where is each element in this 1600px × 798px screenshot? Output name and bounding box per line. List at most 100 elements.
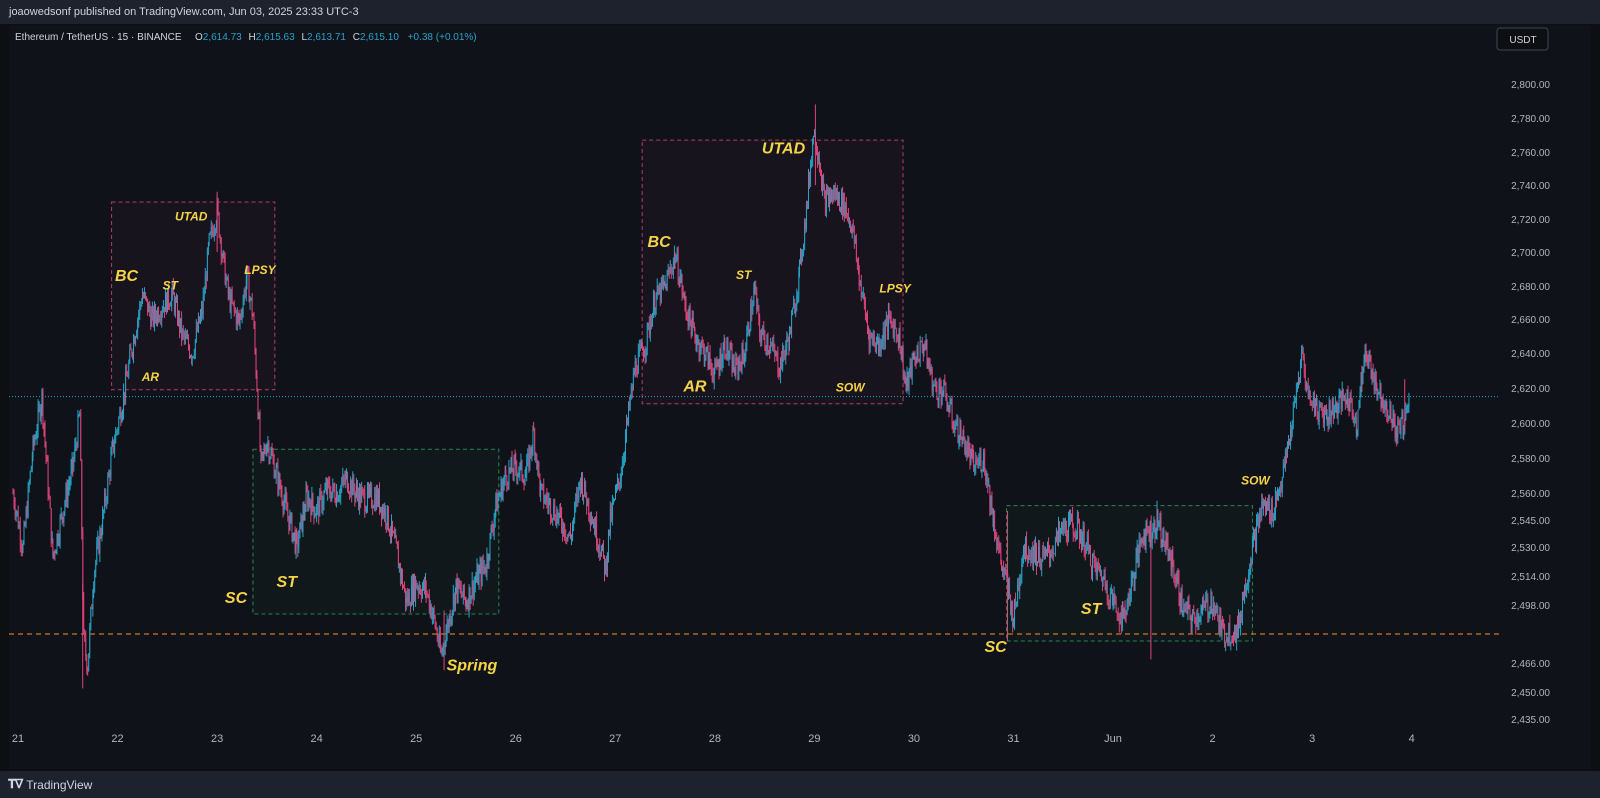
- candle-body: [446, 622, 448, 634]
- candle-body: [85, 638, 87, 656]
- candle-body: [874, 344, 876, 350]
- candle-body: [318, 500, 320, 517]
- candle-body: [136, 332, 138, 338]
- candle-body: [1058, 525, 1059, 538]
- tradingview-brand[interactable]: 𝐓∇ TradingView: [8, 777, 92, 792]
- candle-body: [849, 220, 850, 222]
- candle-body: [385, 523, 387, 526]
- candle-body: [228, 293, 230, 294]
- candle-body: [224, 256, 226, 285]
- candle-body: [1407, 406, 1409, 408]
- candle-body: [204, 276, 206, 294]
- candle-body: [138, 313, 140, 321]
- candle-body: [798, 269, 800, 295]
- candle-body: [1298, 380, 1299, 388]
- candle-body: [202, 295, 204, 315]
- candle-body: [182, 329, 184, 333]
- candle-body: [951, 402, 953, 423]
- candle-body: [424, 580, 425, 591]
- candle-body: [79, 413, 81, 416]
- candle-body: [411, 582, 412, 606]
- candle-body: [479, 564, 481, 571]
- candle-body: [957, 417, 959, 442]
- candle-body: [253, 315, 255, 327]
- candle-body: [685, 303, 687, 315]
- candle-body: [613, 499, 614, 504]
- candle-body: [1047, 545, 1048, 550]
- currency-button[interactable]: USDT: [1496, 27, 1549, 51]
- candle-body: [142, 295, 143, 304]
- candle-body: [1013, 624, 1014, 627]
- candle-body: [963, 430, 965, 437]
- candle-body: [159, 318, 161, 321]
- candle-body: [666, 273, 668, 291]
- candle-body: [1201, 606, 1203, 610]
- candle-body: [38, 406, 40, 408]
- candle-body: [1299, 380, 1300, 383]
- candle-body: [276, 466, 278, 468]
- candle-body: [1082, 538, 1083, 547]
- candle-body: [753, 290, 755, 306]
- candle-body: [1291, 423, 1293, 434]
- candle-body: [1157, 509, 1159, 525]
- candle-body: [257, 390, 259, 418]
- candle-body: [441, 652, 443, 654]
- candle-body: [335, 500, 337, 505]
- candle-body: [982, 466, 984, 470]
- candle-body: [733, 358, 735, 372]
- x-axis[interactable]: 21 22 23 24 25 26 27 28 29 30 31 Jun 2 3 4: [12, 733, 1415, 745]
- candle-body: [1356, 429, 1358, 434]
- candle-body: [94, 571, 96, 587]
- candle-body: [529, 447, 531, 469]
- candle-body: [336, 492, 337, 505]
- candle-body: [1049, 551, 1050, 559]
- candle-body: [109, 472, 111, 478]
- candle-body: [315, 515, 317, 516]
- currency-label[interactable]: USDT: [1509, 35, 1536, 46]
- candle-body: [879, 341, 881, 351]
- candle-body: [191, 356, 192, 361]
- candle-body: [616, 486, 617, 490]
- candle-body: [545, 495, 547, 502]
- y-tick-label: 2,800.00: [1511, 80, 1550, 91]
- candle-body: [809, 176, 810, 183]
- brand-name: TradingView: [26, 777, 93, 792]
- candle-body: [475, 579, 477, 582]
- candle-body: [154, 306, 155, 325]
- candle-body: [1287, 448, 1288, 458]
- candle-body: [467, 603, 469, 610]
- candle-body: [493, 519, 495, 532]
- candle-body: [1308, 390, 1310, 397]
- candle-body: [1322, 411, 1324, 423]
- candle-body: [912, 354, 914, 360]
- candle-body: [1094, 562, 1096, 565]
- candle-body: [608, 529, 609, 556]
- candle-body: [274, 475, 276, 478]
- candle-body: [337, 492, 338, 502]
- candle-body: [525, 474, 527, 478]
- candle-body: [485, 571, 487, 574]
- candle-body: [501, 481, 503, 499]
- y-axis[interactable]: 2,800.00 2,780.00 2,760.00 2,740.00 2,720.00…: [1499, 25, 1591, 735]
- candle-body: [837, 190, 838, 200]
- candle-body: [718, 364, 720, 372]
- price-chart[interactable]: 2,615.102,481.86 BCSTUTADLPSYARSCSTSprin…: [9, 25, 1591, 769]
- candle-body: [909, 362, 911, 371]
- x-tick-label: 31: [1007, 733, 1019, 745]
- candle-body: [1231, 636, 1233, 644]
- candle-body: [1125, 612, 1127, 615]
- candle-body: [1401, 413, 1403, 418]
- candle-body: [426, 593, 428, 595]
- candle-body: [1104, 575, 1106, 590]
- candle-body: [1103, 575, 1105, 579]
- candle-body: [23, 524, 25, 543]
- candle-body: [392, 521, 393, 533]
- candle-body: [1080, 535, 1081, 541]
- candle-body: [1123, 608, 1125, 614]
- chart-area[interactable]: 2,615.102,481.86 BCSTUTADLPSYARSCSTSprin…: [9, 25, 1591, 769]
- change-value: +0.38 (+0.01%): [408, 32, 477, 43]
- candle-body: [1175, 578, 1177, 582]
- candle-body: [75, 444, 77, 446]
- candle-body: [894, 326, 896, 329]
- candle-body: [189, 347, 190, 357]
